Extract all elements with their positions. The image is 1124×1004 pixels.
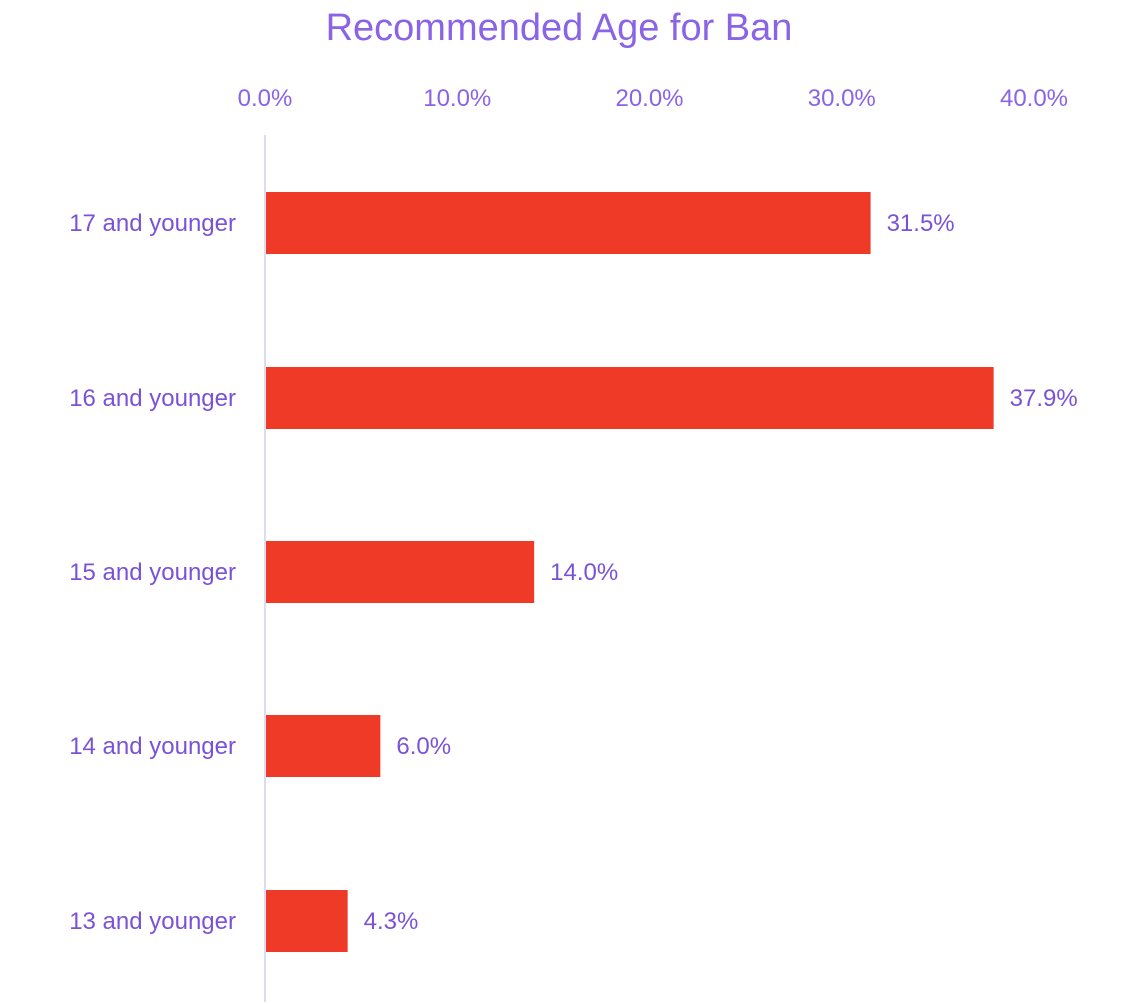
x-tick-label: 30.0% (808, 85, 876, 112)
bar (266, 192, 871, 254)
value-labels: 31.5% 37.9% 14.0% 6.0% 4.3% (364, 210, 1078, 935)
x-tick-label: 20.0% (615, 85, 683, 112)
x-tick-label: 0.0% (238, 85, 293, 112)
category-labels: 17 and younger 16 and younger 15 and young… (69, 210, 236, 935)
bar (266, 367, 994, 429)
x-tick-label: 10.0% (423, 85, 491, 112)
bar (266, 541, 535, 603)
bars (266, 192, 994, 952)
x-axis-ticks: 0.0% 10.0% 20.0% 30.0% 40.0% (238, 85, 1068, 112)
category-label: 13 and younger (69, 908, 236, 935)
data-label: 37.9% (1010, 385, 1078, 412)
data-label: 4.3% (364, 908, 419, 935)
category-label: 15 and younger (69, 559, 236, 586)
data-label: 31.5% (887, 210, 955, 237)
data-label: 14.0% (550, 559, 618, 586)
chart-title: Recommended Age for Ban (326, 7, 793, 49)
bar (266, 890, 348, 952)
category-label: 14 and younger (69, 733, 236, 760)
category-label: 16 and younger (69, 385, 236, 412)
x-tick-label: 40.0% (1000, 85, 1068, 112)
category-label: 17 and younger (69, 210, 236, 237)
bar (266, 715, 381, 777)
data-label: 6.0% (396, 733, 451, 760)
